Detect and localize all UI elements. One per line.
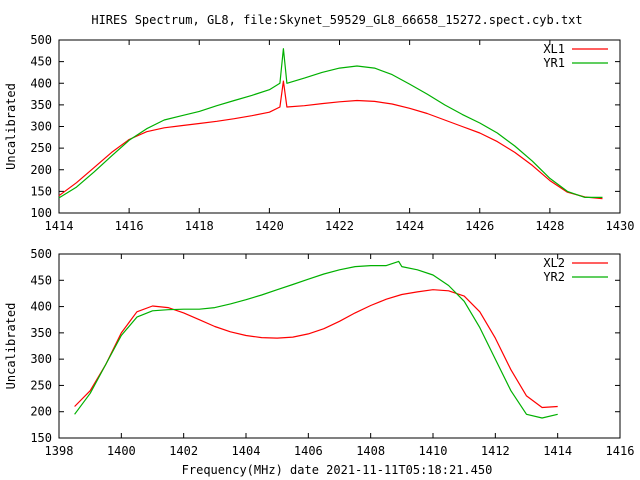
chart-panels: 1414 1416 1418 1420 1422 1424 1426 1428 14301001… bbox=[4, 33, 634, 458]
x-tick-label: 1410 bbox=[419, 444, 448, 458]
y-axis-label: Uncalibrated bbox=[4, 83, 18, 170]
y-tick-label: 250 bbox=[30, 378, 52, 392]
y-tick-label: 300 bbox=[30, 120, 52, 134]
y-tick-label: 200 bbox=[30, 163, 52, 177]
chart-panel-2: 1398 1400 1402 1404 1406 1408 1410 1412 1414 1416… bbox=[4, 247, 634, 458]
legend-label: XL2 bbox=[543, 256, 565, 270]
y-tick-label: 250 bbox=[30, 141, 52, 155]
x-tick-label: 1414 bbox=[543, 444, 572, 458]
x-tick-label: 1424 bbox=[395, 219, 424, 233]
chart-panel-1: 1414 1416 1418 1420 1422 1424 1426 1428 1430 100 1… bbox=[4, 33, 634, 233]
x-tick-label: 1416 bbox=[115, 219, 144, 233]
y-tick-label: 350 bbox=[30, 98, 52, 112]
y-tick-label: 450 bbox=[30, 273, 52, 287]
x-tick-label: 1412 bbox=[481, 444, 510, 458]
legend-label: YR2 bbox=[543, 270, 565, 284]
y-tick-label: 450 bbox=[30, 55, 52, 69]
y-tick-label: 150 bbox=[30, 431, 52, 445]
x-tick-label: 1416 bbox=[606, 444, 635, 458]
series-line-xl2 bbox=[74, 289, 558, 409]
x-tick-label: 1428 bbox=[535, 219, 564, 233]
x-tick-label: 1430 bbox=[606, 219, 635, 233]
figure-title: HIRES Spectrum, GL8, file:Skynet_59529_G… bbox=[91, 13, 582, 27]
x-tick-label: 1406 bbox=[294, 444, 323, 458]
y-tick-label: 500 bbox=[30, 33, 52, 47]
y-tick-label: 150 bbox=[30, 184, 52, 198]
x-tick-label: 1414 bbox=[45, 219, 74, 233]
x-tick-label: 1422 bbox=[325, 219, 354, 233]
x-tick-label: 1408 bbox=[356, 444, 385, 458]
x-tick-label: 1420 bbox=[255, 219, 284, 233]
y-tick-label: 100 bbox=[30, 206, 52, 220]
figure-xlabel: Frequency(MHz) date 2021-11-11T05:18:21.… bbox=[182, 463, 493, 477]
x-tick-label: 1398 bbox=[45, 444, 74, 458]
x-tick-label: 1402 bbox=[169, 444, 198, 458]
x-tick-label: 1418 bbox=[185, 219, 214, 233]
series-line-yr1 bbox=[58, 48, 603, 199]
y-tick-label: 350 bbox=[30, 326, 52, 340]
legend-label: XL1 bbox=[543, 42, 565, 56]
series-line-yr2 bbox=[74, 260, 558, 419]
y-tick-label: 500 bbox=[30, 247, 52, 261]
x-tick-label: 1404 bbox=[232, 444, 261, 458]
y-axis-label: Uncalibrated bbox=[4, 303, 18, 390]
y-tick-label: 400 bbox=[30, 300, 52, 314]
y-tick-label: 300 bbox=[30, 352, 52, 366]
plot-frame bbox=[58, 253, 621, 439]
x-tick-label: 1400 bbox=[107, 444, 136, 458]
y-tick-label: 400 bbox=[30, 76, 52, 90]
legend-label: YR1 bbox=[543, 56, 565, 70]
x-tick-label: 1426 bbox=[465, 219, 494, 233]
series-line-xl1 bbox=[58, 80, 603, 200]
y-tick-label: 200 bbox=[30, 405, 52, 419]
